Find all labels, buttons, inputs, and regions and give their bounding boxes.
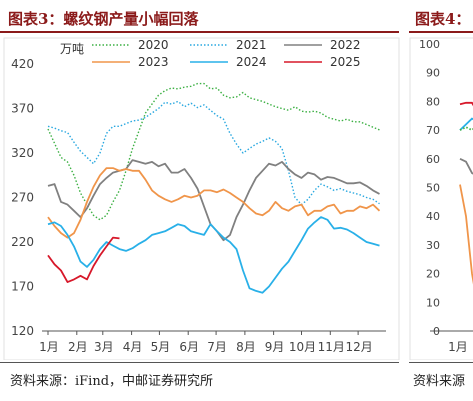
- x-tick-label: 12月: [345, 340, 372, 354]
- rebar-output-line-chart: 万吨 120 170 220 270 320 370 420 1月 2月 3月 4月 5月 6月 7月 8月 9…: [3, 37, 400, 360]
- legend-label-2021: 2021: [236, 38, 267, 52]
- x-tick-label: 2月: [68, 340, 88, 354]
- series-line-2024: [47, 216, 380, 294]
- y-tick-label-right: 10: [426, 296, 440, 309]
- chart-source: 资料来源：iFind，中邮证券研究所: [10, 374, 214, 389]
- x-tick-label: 11月: [318, 340, 345, 354]
- y-tick-label-right: 100: [419, 38, 440, 51]
- x-tick-label: 6月: [179, 340, 199, 354]
- x-tick-label: 3月: [94, 340, 114, 354]
- title-divider: [0, 31, 399, 33]
- x-tick-label: 10月: [289, 340, 316, 354]
- series-line-2025: [47, 236, 120, 283]
- y-tick-label-right: 70: [426, 124, 440, 137]
- y-tick-label-right: 20: [426, 268, 440, 281]
- series-line-right-4: [459, 184, 473, 285]
- y-tick-label: 170: [11, 280, 34, 294]
- x-tick-label: 4月: [123, 340, 143, 354]
- x-tick-label: 8月: [236, 340, 256, 354]
- y-tick-label-right: 40: [426, 210, 440, 223]
- y-tick-label: 270: [11, 191, 34, 205]
- y-tick-label-right: 0: [433, 325, 440, 338]
- chart-title: 图表3：螺纹钢产量小幅回落: [8, 10, 199, 28]
- x-tick-label: 5月: [151, 340, 171, 354]
- series-line-2020: [47, 82, 380, 221]
- source-divider: [0, 362, 399, 363]
- legend-label-2022: 2022: [330, 38, 361, 52]
- legend-label-2025: 2025: [330, 55, 361, 69]
- series-line-right-0: [459, 101, 473, 107]
- series-line-2021: [47, 100, 380, 206]
- left-chart-panel: 图表3：螺纹钢产量小幅回落 万吨 120 170 220 270 320 370 420 1月 2…: [0, 10, 400, 389]
- series-line-2023: [47, 167, 381, 239]
- y-tick-label: 120: [11, 324, 34, 338]
- chart-source-right: 资料来源: [413, 374, 466, 389]
- right-chart-panel: 图表4： 0 10 20 30 40 50 60 70 80 90 100 1月 资料来源: [404, 0, 473, 401]
- plot-frame-right: [409, 37, 473, 360]
- x-tick-label-right: 1月: [448, 340, 468, 354]
- y-tick-label-right: 90: [426, 67, 440, 80]
- legend-label-2024: 2024: [236, 55, 267, 69]
- source-divider-right: [409, 362, 473, 363]
- series-line-right-3: [459, 157, 473, 175]
- y-tick-label: 320: [11, 146, 34, 160]
- right-line-chart: 0 10 20 30 40 50 60 70 80 90 100 1月: [409, 37, 473, 360]
- y-unit-label: 万吨: [60, 42, 84, 56]
- chart-title-right: 图表4：: [415, 10, 471, 28]
- y-tick-label: 220: [11, 235, 34, 249]
- x-tick-label: 1月: [39, 340, 59, 354]
- x-tick-label: 9月: [265, 340, 285, 354]
- series-line-right-1: [459, 117, 473, 131]
- title-divider-right: [409, 31, 473, 33]
- y-tick-label-right: 50: [426, 182, 440, 195]
- y-tick-label-right: 30: [426, 239, 440, 252]
- legend-label-2020: 2020: [138, 38, 169, 52]
- x-tick-label: 7月: [207, 340, 227, 354]
- y-tick-label: 370: [11, 102, 34, 116]
- y-tick-label: 420: [11, 57, 34, 71]
- legend-label-2023: 2023: [138, 55, 169, 69]
- plot-frame: [3, 37, 400, 360]
- y-tick-label-right: 60: [426, 153, 440, 166]
- y-tick-label-right: 80: [426, 95, 440, 108]
